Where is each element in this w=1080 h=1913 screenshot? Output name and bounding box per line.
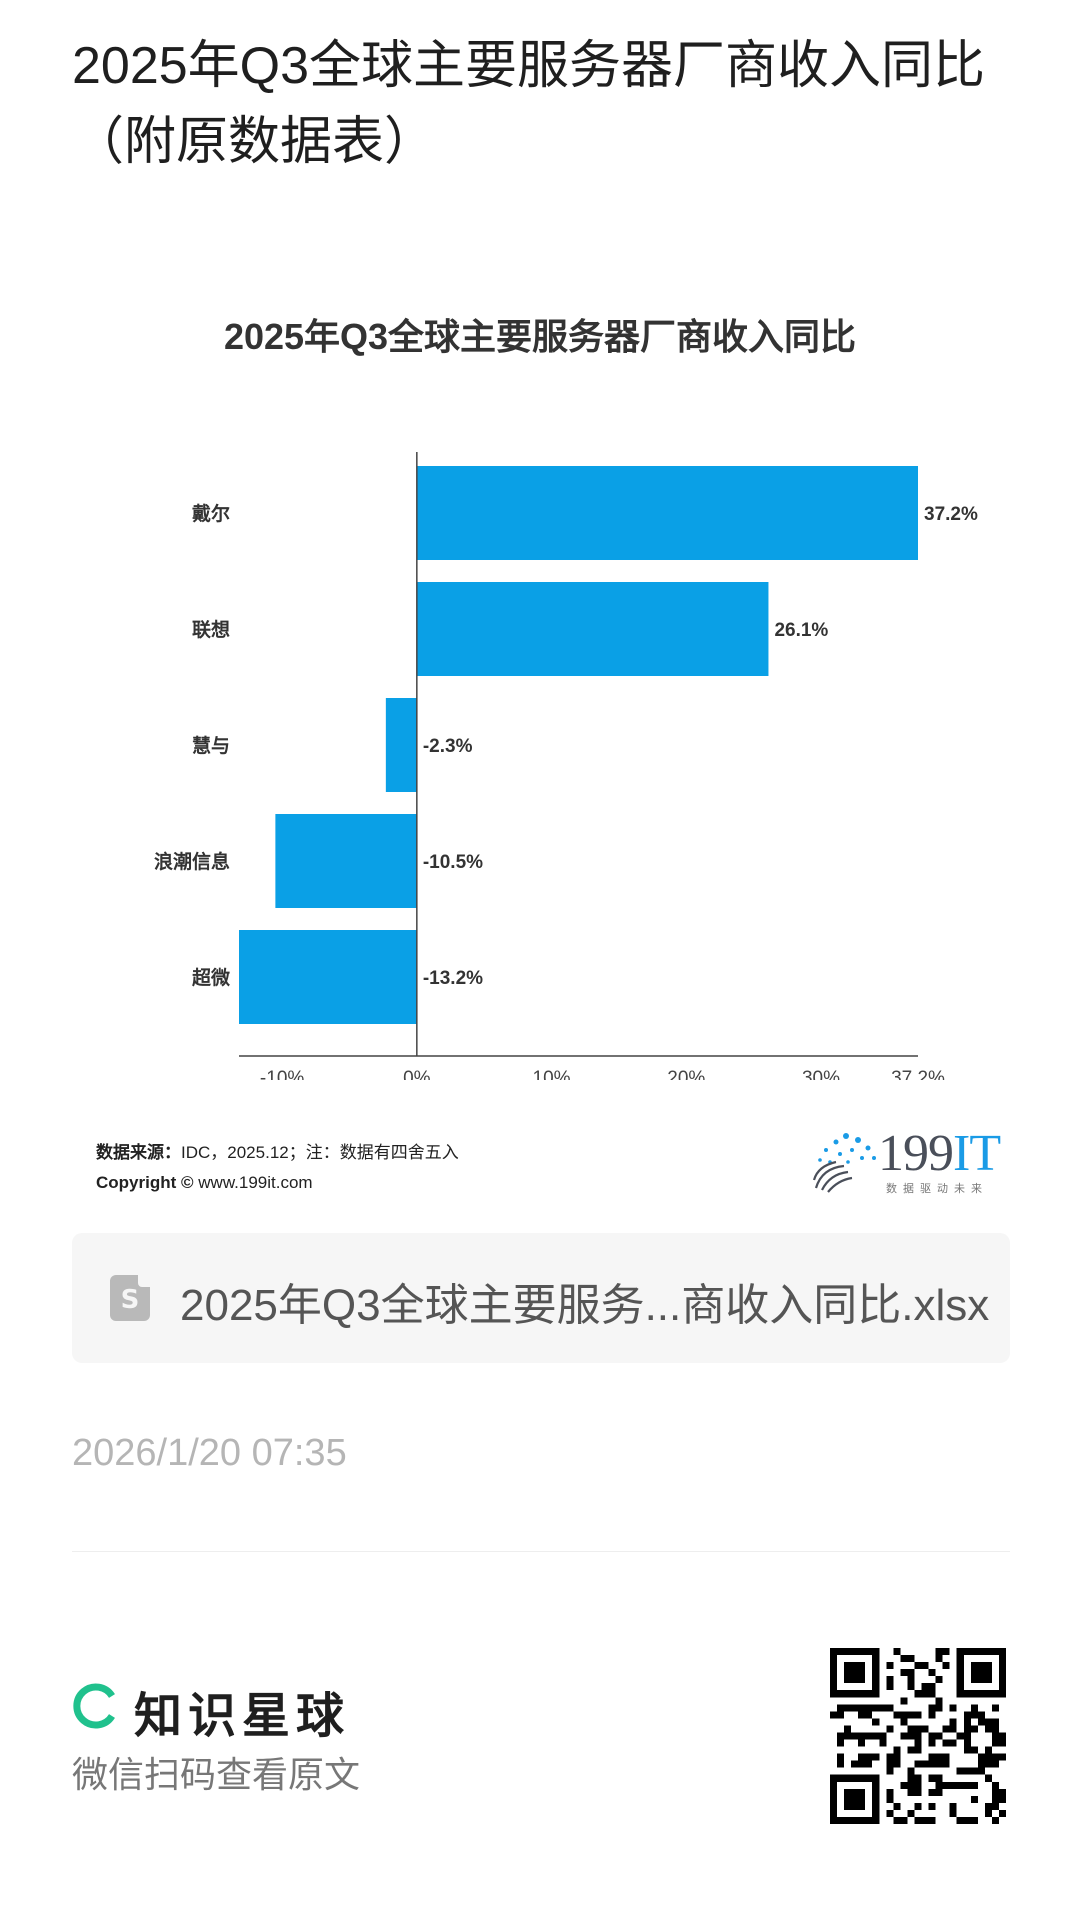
x-tick-label: 30% [802,1068,840,1080]
x-tick-label: -10% [260,1068,304,1080]
copyright-url: www.199it.com [198,1173,313,1192]
chart-title: 2025年Q3全球主要服务器厂商收入同比 [223,316,857,357]
source-text: IDC，2025.12；注：数据有四舍五入 [181,1143,459,1162]
data-label: -10.5% [423,852,483,873]
data-label: 37.2% [924,504,978,525]
file-name: 2025年Q3全球主要服务...商收入同比.xlsx [180,1281,990,1330]
scan-hint: 微信扫码查看原文 [72,1754,361,1795]
data-label: -13.2% [423,968,483,989]
bar [416,582,769,676]
brand-name: 知识星球 [134,1690,351,1743]
category-label: 慧与 [192,734,230,757]
dandelion-logo-icon [812,1133,876,1193]
category-label: 联想 [192,618,230,641]
qr-code-icon[interactable] [830,1648,1006,1824]
data-label: -2.3% [423,736,473,757]
logo-text: 199IT [878,1125,1001,1182]
zsxq-logo-icon [73,1683,115,1729]
bar [385,698,417,792]
category-label: 戴尔 [192,502,230,525]
x-tick-label: 37.2% [891,1068,945,1080]
divider [72,1551,1010,1552]
copyright-label: Copyright © [96,1173,194,1192]
x-tick-label: 0% [403,1068,431,1080]
bar-chart: 戴尔 37.2% 联想 26.1% 慧与 -2.3% 浪潮信息 -10.5% 超微 -13.2% -… [154,452,978,1080]
source-label: 数据来源： [96,1143,181,1162]
199it-logo: 199IT 数据驱动未来 [808,1125,1008,1202]
page-title: 2025年Q3全球主要服务器厂商收入同比（附原数据表） [72,37,986,171]
category-label: 浪潮信息 [154,850,230,873]
x-tick-label: 20% [667,1068,705,1080]
logo-tagline: 数据驱动未来 [886,1183,988,1195]
bar [416,466,918,560]
spreadsheet-file-icon: S [110,1275,150,1321]
post-timestamp: 2026/1/20 07:35 [72,1432,347,1474]
bar [239,930,417,1024]
x-tick-label: 10% [533,1068,571,1080]
category-label: 超微 [191,966,231,989]
source-note: 数据来源：IDC，2025.12；注：数据有四舍五入 Copyright © w… [96,1138,459,1198]
data-label: 26.1% [774,620,828,641]
bar [275,814,417,908]
file-attachment-card[interactable]: S 2025年Q3全球主要服务...商收入同比.xlsx [72,1233,1010,1363]
